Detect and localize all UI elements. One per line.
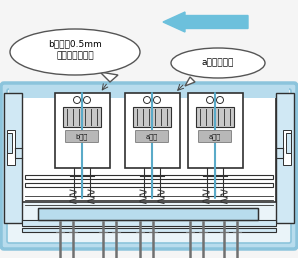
- Bar: [25, 183, 273, 187]
- Bar: [38, 208, 258, 220]
- FancyBboxPatch shape: [1, 83, 297, 249]
- Circle shape: [74, 96, 80, 103]
- Polygon shape: [100, 72, 118, 82]
- Text: a接点が溶着: a接点が溶着: [202, 59, 234, 68]
- Bar: [63, 107, 101, 127]
- Text: b接点は0.5mm
以上の接点間隔: b接点は0.5mm 以上の接点間隔: [48, 39, 102, 61]
- FancyBboxPatch shape: [136, 131, 168, 142]
- Bar: [38, 208, 258, 220]
- Bar: [125, 93, 180, 168]
- FancyArrow shape: [163, 12, 248, 32]
- Bar: [55, 93, 110, 168]
- FancyBboxPatch shape: [7, 89, 291, 243]
- Text: a接点: a接点: [209, 133, 221, 140]
- Bar: [283, 130, 291, 165]
- Bar: [22, 220, 276, 226]
- Text: a接点: a接点: [146, 133, 158, 140]
- Bar: [7, 133, 12, 153]
- Bar: [25, 175, 273, 179]
- Text: b接点: b接点: [76, 133, 88, 140]
- Polygon shape: [185, 77, 195, 86]
- Circle shape: [83, 96, 91, 103]
- Ellipse shape: [171, 48, 265, 78]
- Bar: [7, 130, 15, 165]
- Circle shape: [144, 96, 150, 103]
- Bar: [133, 107, 171, 127]
- Bar: [4, 93, 22, 223]
- Bar: [9, 88, 289, 98]
- Bar: [196, 107, 234, 127]
- Bar: [276, 93, 294, 223]
- Bar: [188, 93, 243, 168]
- Bar: [22, 92, 276, 202]
- Ellipse shape: [10, 29, 140, 75]
- Bar: [22, 228, 276, 232]
- Bar: [286, 133, 291, 153]
- Circle shape: [153, 96, 161, 103]
- FancyBboxPatch shape: [198, 131, 232, 142]
- Circle shape: [217, 96, 224, 103]
- Circle shape: [207, 96, 213, 103]
- FancyBboxPatch shape: [66, 131, 99, 142]
